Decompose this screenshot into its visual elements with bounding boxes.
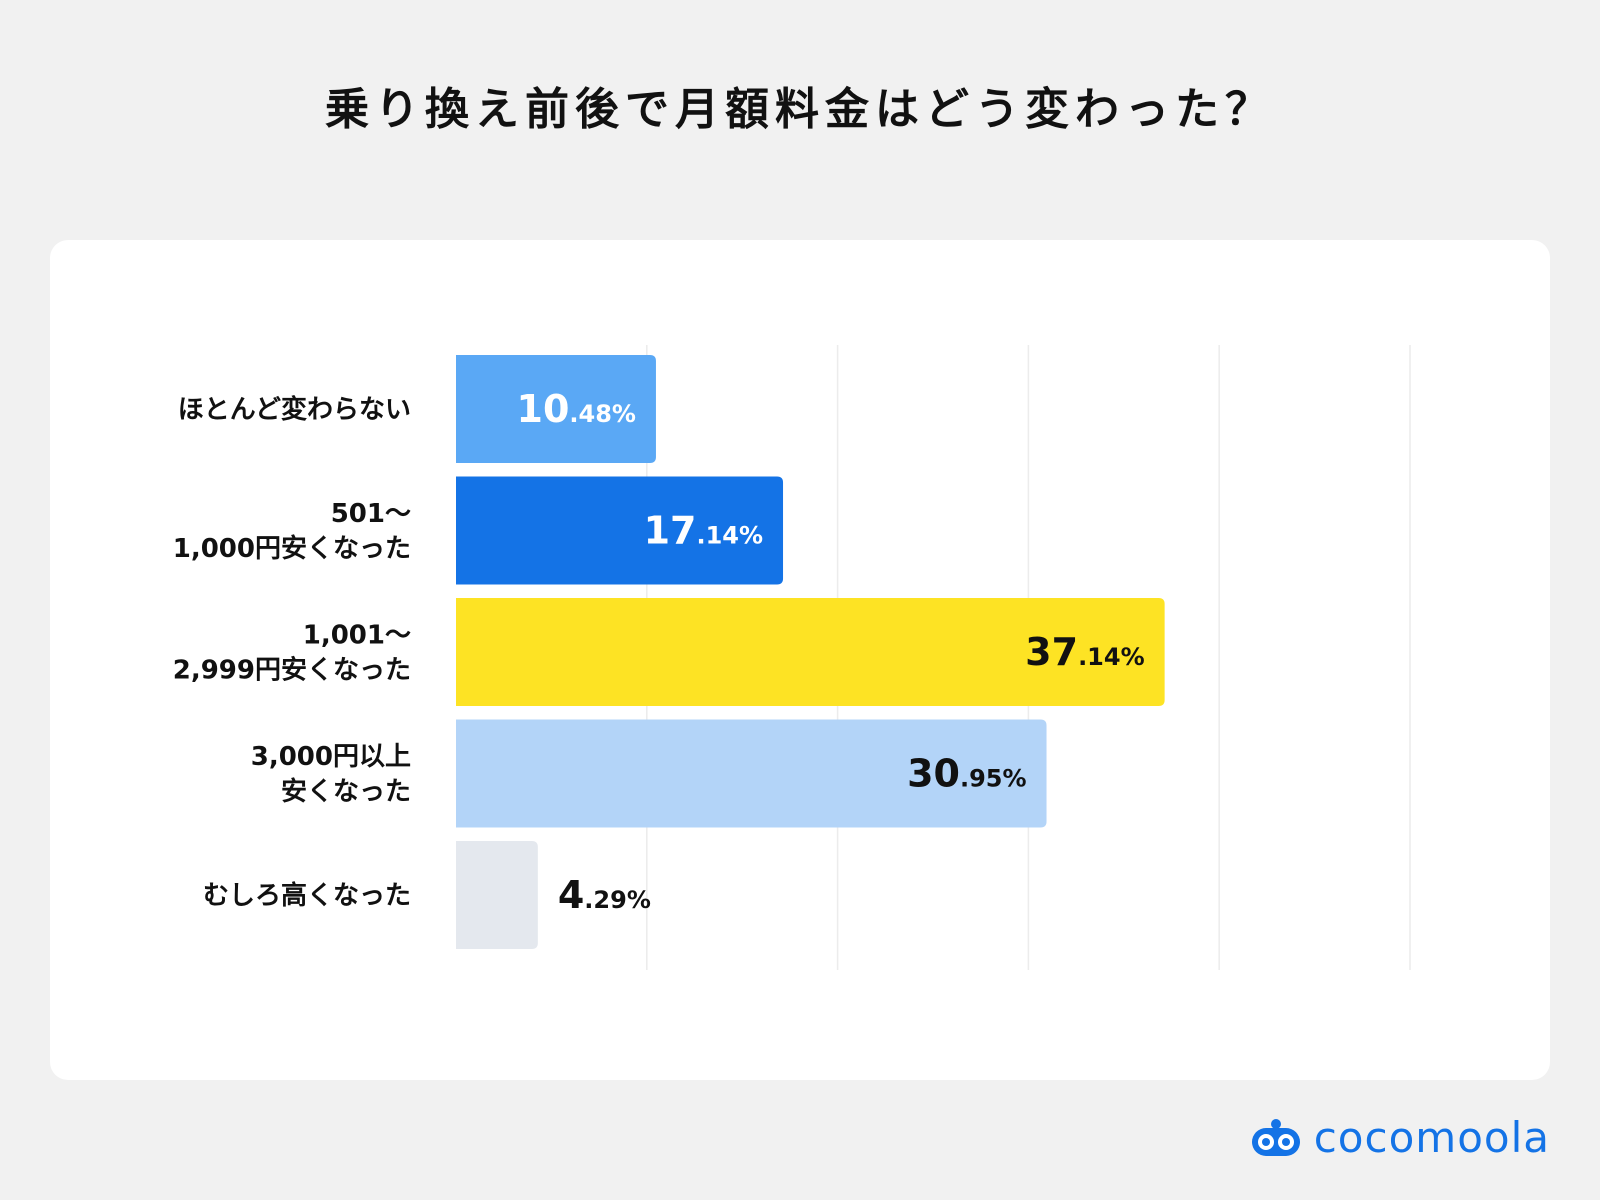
bar-chart: ほとんど変わらない 10.48% 501〜 1,000円安くなった 17.14% 1,00…	[173, 345, 1411, 970]
bar	[456, 598, 1165, 706]
value-label: 17.14%	[644, 509, 763, 553]
category-label: 3,000円以上安くなった	[251, 742, 411, 807]
bar	[456, 355, 656, 463]
category-label: むしろ高くなった	[203, 880, 411, 911]
logo-text: cocomoola	[1313, 1113, 1550, 1162]
category-label: 501〜 1,000円安くなった	[173, 499, 411, 564]
bar	[456, 719, 1047, 828]
value-label: 4.29%	[558, 873, 651, 917]
value-label: 10.48%	[517, 387, 636, 431]
category-label: ほとんど変わらない	[178, 394, 411, 425]
category-label: 1,001〜 2,999円安くなった	[173, 621, 411, 686]
brand-logo: cocomoola	[1248, 1116, 1550, 1160]
value-label: 37.14%	[1025, 630, 1144, 674]
chart-title: 乗り換え前後で月額料金はどう変わった？	[325, 84, 1275, 135]
value-label: 30.95%	[907, 752, 1026, 796]
chart-card: ほとんど変わらない 10.48% 501〜 1,000円安くなった 17.14% 1,00…	[50, 240, 1550, 1080]
bar	[456, 476, 784, 585]
bar	[456, 841, 538, 949]
cocomoola-logo-icon	[1251, 1119, 1300, 1156]
